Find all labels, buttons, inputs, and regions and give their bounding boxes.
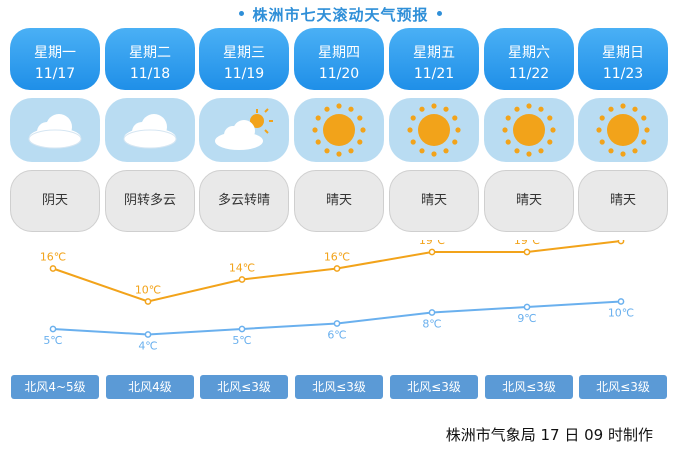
weekday-label: 星期二 bbox=[129, 45, 171, 61]
weather-description: 晴天 bbox=[294, 170, 384, 232]
low-temp-label: 4℃ bbox=[138, 340, 157, 353]
title-text: 株洲市七天滚动天气预报 bbox=[252, 6, 429, 24]
day-header: 星期二 11/18 bbox=[105, 28, 195, 90]
weather-icon-tile bbox=[484, 98, 574, 162]
high-temp-label: 19℃ bbox=[419, 240, 445, 247]
weekday-label: 星期一 bbox=[34, 45, 76, 61]
day-header: 星期四 11/20 bbox=[294, 28, 384, 90]
low-temp-label: 5℃ bbox=[43, 334, 62, 347]
day-header: 星期一 11/17 bbox=[10, 28, 100, 90]
high-temp-point bbox=[49, 265, 57, 272]
sunny-icon bbox=[405, 101, 463, 159]
weather-icon-tile bbox=[105, 98, 195, 162]
day-header: 星期六 11/22 bbox=[484, 28, 574, 90]
low-temp-label: 5℃ bbox=[232, 334, 251, 347]
high-temp-point bbox=[523, 248, 531, 256]
partly-cloudy-icon bbox=[213, 107, 275, 153]
wind-badge: 北风≤3级 bbox=[390, 375, 478, 399]
wind-badge: 北风≤3级 bbox=[200, 375, 288, 399]
high-temp-point bbox=[144, 298, 152, 305]
low-temp-point bbox=[144, 331, 152, 338]
date-label: 11/18 bbox=[129, 66, 171, 82]
low-temp-point bbox=[333, 320, 341, 327]
date-label: 11/19 bbox=[223, 66, 265, 82]
weekday-label: 星期三 bbox=[223, 45, 265, 61]
weather-description: 阴转多云 bbox=[105, 170, 195, 232]
low-temp-point bbox=[428, 309, 436, 316]
footer-credit: 株洲市气象局 17 日 09 时制作 bbox=[445, 426, 653, 444]
day-header: 星期五 11/21 bbox=[389, 28, 479, 90]
sunny-icon bbox=[310, 101, 368, 159]
day-header: 星期三 11/19 bbox=[199, 28, 289, 90]
sunny-icon bbox=[500, 101, 558, 159]
wind-badge: 北风4级 bbox=[106, 375, 194, 399]
date-label: 11/23 bbox=[602, 66, 644, 82]
high-temp-point bbox=[238, 276, 246, 283]
weather-icon-tile bbox=[199, 98, 289, 162]
date-label: 11/22 bbox=[508, 66, 550, 82]
low-temp-label: 8℃ bbox=[422, 318, 441, 331]
weather-description: 晴天 bbox=[389, 170, 479, 232]
high-temp-label: 19℃ bbox=[514, 240, 540, 247]
wind-badge: 北风≤3级 bbox=[485, 375, 573, 399]
high-temp-point bbox=[333, 265, 341, 272]
date-label: 11/17 bbox=[34, 66, 76, 82]
high-temp-point bbox=[428, 248, 436, 256]
weather-icon-tile bbox=[10, 98, 100, 162]
low-temp-point bbox=[49, 325, 57, 333]
cloudy-icon bbox=[25, 110, 85, 150]
title-dot-right bbox=[436, 11, 442, 16]
cloudy-icon bbox=[120, 110, 180, 150]
sunny-icon bbox=[594, 101, 652, 159]
wind-badge: 北风4~5级 bbox=[11, 375, 99, 399]
weather-description: 阴天 bbox=[10, 170, 100, 232]
high-temp-label: 14℃ bbox=[229, 262, 255, 275]
low-temp-label: 6℃ bbox=[327, 329, 346, 342]
weekday-label: 星期六 bbox=[508, 45, 550, 61]
weather-icon-tile bbox=[294, 98, 384, 162]
low-temp-label: 9℃ bbox=[517, 312, 536, 325]
high-temp-label: 16℃ bbox=[324, 251, 350, 264]
day-header: 星期日 11/23 bbox=[578, 28, 668, 90]
title-dot-left bbox=[239, 11, 245, 16]
low-temp-point bbox=[617, 298, 625, 305]
wind-badge: 北风≤3级 bbox=[579, 375, 667, 399]
weather-icon-tile bbox=[578, 98, 668, 162]
date-label: 11/20 bbox=[318, 66, 360, 82]
low-temp-point bbox=[523, 303, 531, 311]
high-temp-point bbox=[617, 240, 625, 245]
weekday-label: 星期日 bbox=[602, 45, 644, 61]
temperature-chart: 16℃10℃14℃16℃19℃19℃21℃5℃4℃5℃6℃8℃9℃10℃ bbox=[40, 240, 634, 353]
weather-description: 晴天 bbox=[484, 170, 574, 232]
high-temp-label: 10℃ bbox=[135, 284, 161, 297]
high-temp-label: 16℃ bbox=[40, 251, 66, 264]
weekday-label: 星期四 bbox=[318, 45, 360, 61]
low-temp-point bbox=[238, 325, 246, 333]
date-label: 11/21 bbox=[413, 66, 455, 82]
weekday-label: 星期五 bbox=[413, 45, 455, 61]
weather-description: 多云转晴 bbox=[199, 170, 289, 232]
page-title: 株洲市七天滚动天气预报 bbox=[0, 4, 681, 26]
weather-description: 晴天 bbox=[578, 170, 668, 232]
wind-badge: 北风≤3级 bbox=[295, 375, 383, 399]
low-temp-label: 10℃ bbox=[608, 307, 634, 320]
weather-icon-tile bbox=[389, 98, 479, 162]
